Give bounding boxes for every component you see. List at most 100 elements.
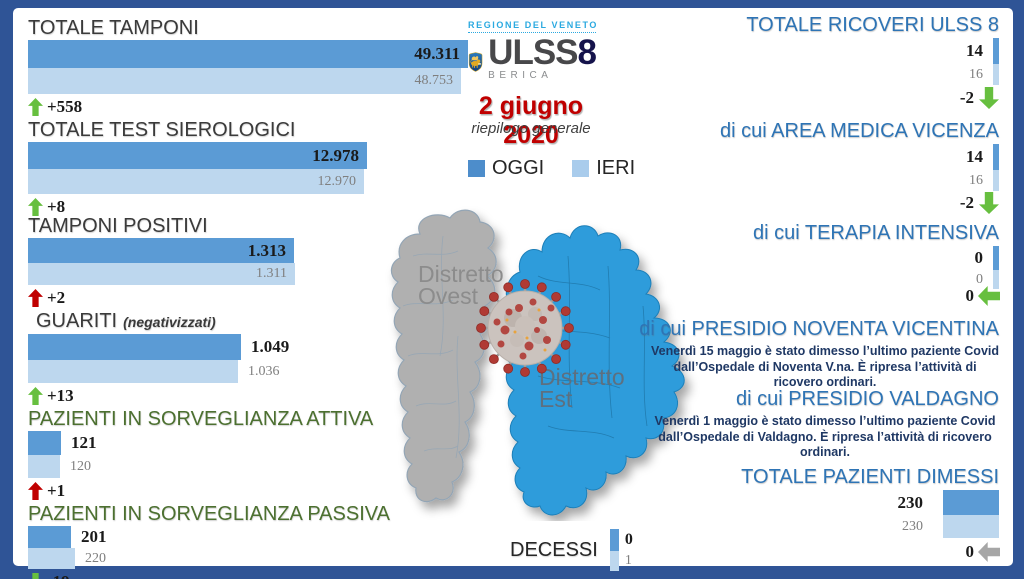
- ulss8-logo: REGIONE DEL VENETO ULSS8 BERICA: [468, 20, 597, 88]
- bar-today: [28, 334, 241, 360]
- bar-row: 230: [659, 490, 999, 515]
- bar-yesterday: [28, 360, 238, 383]
- panel-sorveglianza-passiva: PAZIENTI IN SORVEGLIANZA PASSIVA 201 220…: [28, 502, 476, 579]
- bar-row: 1.049: [28, 334, 476, 360]
- bar-today: 12.978: [28, 142, 367, 169]
- district-map: Distretto Ovest Distretto Est: [358, 196, 706, 526]
- value-yesterday: 16: [969, 172, 983, 188]
- chart-legend: OGGI IERI: [468, 157, 635, 180]
- up-arrow-icon: [28, 289, 43, 307]
- bar-row: 220: [28, 548, 476, 569]
- panel-title: PAZIENTI IN SORVEGLIANZA PASSIVA: [28, 503, 390, 525]
- bar-row: 16: [659, 64, 999, 85]
- bar-yesterday: [28, 455, 60, 478]
- up-arrow-icon: [28, 482, 43, 500]
- delta-row: +8: [28, 197, 476, 217]
- decessi-label: DECESSI: [510, 538, 598, 561]
- legend-yesterday-swatch: [572, 160, 590, 177]
- report-date: 2 giugno 2020: [478, 92, 584, 149]
- logo-text: ULSS8 BERICA: [488, 33, 597, 81]
- value-today: 121: [71, 433, 97, 452]
- delta-value: -2: [959, 88, 974, 107]
- value-today: 14: [966, 147, 983, 166]
- ovest-municipal-borders: [402, 235, 460, 459]
- delta-row: 0: [966, 541, 1000, 563]
- panel-title-terapia-intensiva: di cui TERAPIA INTENSIVA: [752, 222, 999, 244]
- panel-title-ricoveri: TOTALE RICOVERI ULSS 8: [746, 14, 999, 36]
- distretto-ovest-label-line2: Ovest: [418, 283, 479, 309]
- bar-yesterday: [993, 64, 999, 85]
- bar-row: 201: [28, 526, 476, 548]
- panel-title: PAZIENTI IN SORVEGLIANZA ATTIVA: [28, 408, 374, 430]
- ulss-wordmark: ULSS8: [488, 33, 597, 72]
- delta-value: +2: [47, 288, 66, 307]
- bar-row: 121: [28, 431, 476, 455]
- legend-today-label: OGGI: [492, 157, 545, 179]
- value-yesterday: 230: [902, 518, 923, 534]
- delta-row: -19: [28, 572, 476, 579]
- bar-yesterday: [28, 548, 75, 569]
- up-arrow-icon: [28, 387, 43, 405]
- bar-yesterday: [993, 270, 999, 289]
- bar-today: 49.311: [28, 40, 468, 68]
- bar-today: [609, 529, 619, 551]
- panel-title-note: (negativizzati): [123, 314, 216, 330]
- value-yesterday: 12.970: [317, 173, 357, 189]
- regione-veneto-label: REGIONE DEL VENETO: [468, 20, 596, 33]
- valdagno-note: Venerdì 1 maggio è stato dimesso l’ultim…: [651, 414, 999, 461]
- coronavirus-icon: [476, 279, 574, 377]
- berica-label: BERICA: [488, 70, 553, 81]
- panel-title: GUARITI (negativizzati): [28, 309, 476, 334]
- up-arrow-icon: [28, 98, 43, 116]
- legend-yesterday-label: IERI: [596, 157, 636, 179]
- panel-title-text: GUARITI: [36, 310, 118, 332]
- bar-today: [993, 38, 999, 64]
- value-yesterday: 220: [85, 550, 106, 566]
- logo-row: ULSS8 BERICA: [468, 33, 597, 88]
- value-yesterday: 0: [976, 271, 983, 287]
- bar-row: 0: [659, 270, 999, 289]
- left-arrow-icon: [978, 286, 1000, 306]
- bar-row: 0: [659, 246, 999, 270]
- distretto-est-region: [503, 225, 685, 516]
- bar-yesterday: [609, 551, 619, 571]
- delta-value: -19: [47, 572, 70, 579]
- value-today: 0: [624, 531, 633, 548]
- delta-value: +558: [47, 97, 83, 116]
- distretto-est-label-line1: Distretto: [539, 364, 625, 390]
- note-line1: Venerdì 1 maggio è stato dimesso l’ultim…: [654, 414, 996, 428]
- bar-row: 16: [659, 170, 999, 191]
- value-yesterday: 16: [969, 66, 983, 82]
- delta-row: 0: [966, 285, 1000, 307]
- down-arrow-icon: [28, 573, 43, 579]
- panel-guariti: GUARITI (negativizzati) 1.049 1.036 +13: [28, 309, 476, 406]
- panel-title: TOTALE TAMPONI: [28, 17, 199, 39]
- decessi-bars: [609, 529, 619, 571]
- panel-title: TOTALE TEST SIEROLOGICI: [28, 119, 296, 141]
- delta-value: +8: [47, 197, 66, 216]
- panel-title-noventa: di cui PRESIDIO NOVENTA VICENTINA: [639, 318, 999, 340]
- delta-value: -2: [959, 193, 974, 212]
- panel-title-area-medica: di cui AREA MEDICA VICENZA: [720, 120, 999, 142]
- ulss-text: ULSS: [488, 33, 578, 72]
- panel-decessi: DECESSI 0 1: [510, 529, 633, 571]
- distretto-ovest-label-line1: Distretto: [418, 261, 504, 287]
- panel-tamponi-positivi: TAMPONI POSITIVI 1.313 1.311 +2: [28, 214, 476, 308]
- left-arrow-icon: [978, 542, 1000, 562]
- report-subtitle: riepilogo generale: [471, 120, 591, 137]
- panel-totale-tamponi: TOTALE TAMPONI 49.311 48.753 +558: [28, 16, 476, 117]
- distretto-est-label-line2: Est: [539, 386, 573, 412]
- bar-row: 14: [659, 38, 999, 64]
- bar-row: 1.036: [28, 360, 476, 383]
- bar-row: 120: [28, 455, 476, 478]
- decessi-values: 0 1: [625, 529, 633, 571]
- bar-yesterday: 12.970: [28, 169, 364, 194]
- distretto-ovest-region: [390, 209, 497, 503]
- delta-row: +13: [28, 386, 476, 406]
- delta-value: 0: [965, 286, 975, 305]
- panel-title-pazienti-dimessi: TOTALE PAZIENTI DIMESSI: [741, 466, 999, 488]
- value-today: 49.311: [414, 44, 460, 63]
- bar-yesterday: [943, 515, 999, 538]
- down-arrow-icon: [979, 87, 999, 109]
